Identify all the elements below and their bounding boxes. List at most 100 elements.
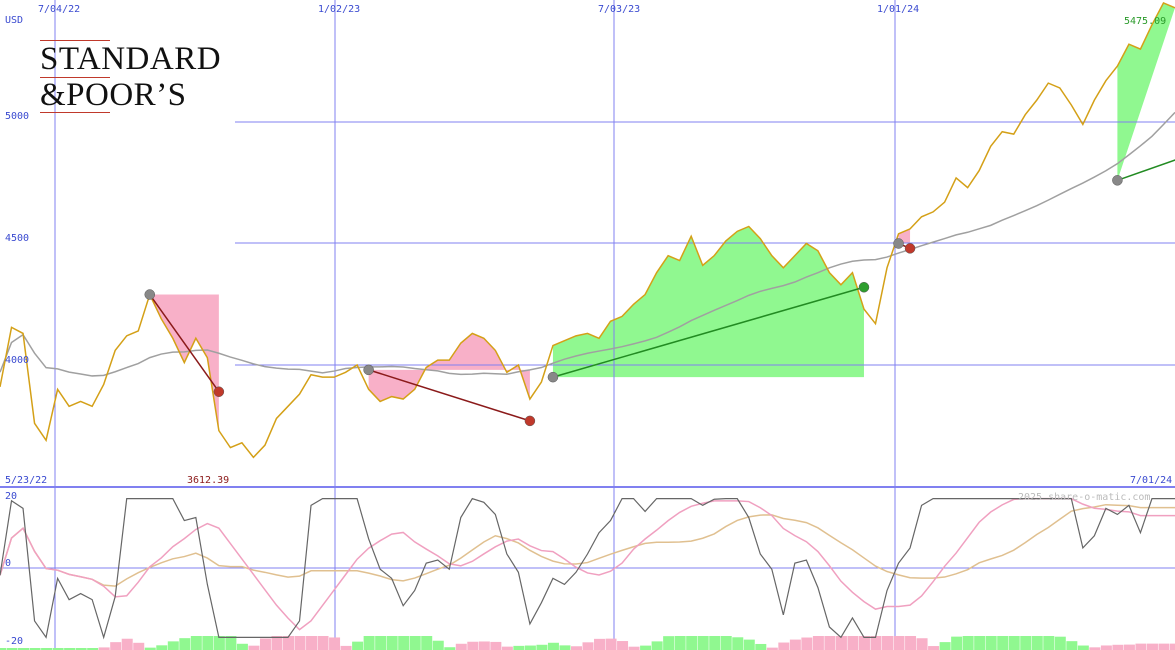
x-tick-label-bottom: 5/23/22 [5,475,47,486]
y-tick-label: 5000 [5,111,29,122]
osc-histogram-bar [663,636,675,650]
osc-histogram-bar [1146,643,1158,650]
osc-histogram-bar [1043,636,1055,650]
osc-histogram-bar [651,641,663,650]
osc-histogram-bar [617,641,629,650]
osc-histogram-bar [375,636,387,650]
osc-histogram-bar [640,645,652,650]
osc-histogram-bar [329,637,341,650]
osc-histogram-bar [686,636,698,650]
trend-marker [547,371,559,383]
osc-histogram-bar [1135,643,1147,650]
osc-histogram-bar [467,641,479,650]
logo-rule [40,40,110,41]
trend-marker [363,364,374,376]
osc-histogram-bar [1077,645,1089,650]
osc-histogram-bar [1112,644,1124,650]
osc-histogram-bar [121,638,133,650]
osc-histogram-bar [835,636,847,650]
osc-histogram-bar [951,636,963,650]
trend-marker [904,243,916,254]
osc-histogram-bar [870,636,882,650]
osc-histogram-bar [294,636,306,650]
trend-line [1117,159,1175,182]
osc-histogram-bar [29,648,41,650]
trend-marker [524,415,536,427]
osc-histogram-bar [1100,645,1112,650]
osc-histogram-bar [697,636,709,650]
osc-histogram-bar [997,636,1009,650]
osc-histogram-bar [628,646,640,650]
osc-histogram-bar [559,645,571,650]
osc-line [0,497,1175,640]
osc-histogram-bar [882,636,894,650]
watermark: 2025 share-o-matic.com [1018,492,1150,503]
x-tick-label-top: 7/04/22 [38,4,80,15]
osc-histogram-bar [409,636,421,650]
trend-fill [368,333,530,402]
osc-slow-line [0,503,1175,587]
osc-histogram-bar [1123,644,1135,650]
osc-histogram-bar [98,647,110,650]
osc-y-tick-label: -20 [5,636,23,647]
osc-histogram-bar [306,636,318,650]
osc-histogram-bar [490,641,502,650]
osc-histogram-bar [455,643,467,650]
osc-histogram-bar [421,636,433,650]
osc-histogram-bar [213,636,225,650]
logo-line-1: STANDARD [40,41,222,77]
osc-histogram-bar [110,642,122,650]
osc-fast-line [0,497,1175,631]
osc-histogram-bar [928,646,940,650]
osc-histogram-bar [916,638,928,650]
osc-histogram-bar [340,645,352,650]
moving-average-line [0,111,1175,377]
osc-histogram-bar [75,648,87,650]
osc-histogram-bar [962,636,974,650]
osc-histogram-bar [605,638,617,650]
osc-histogram-bar [720,636,732,650]
x-tick-label-top: 1/02/23 [318,4,360,15]
osc-histogram-bar [570,646,582,650]
trend-marker [1112,175,1123,186]
x-tick-label-top: 1/01/24 [877,4,919,15]
osc-histogram-bar [432,640,444,650]
trend-marker [893,238,904,249]
osc-histogram-bar [1066,641,1078,650]
osc-histogram-bar [225,636,237,650]
osc-histogram-bar [824,636,836,650]
osc-histogram-bar [41,648,53,650]
osc-histogram-bar [709,636,721,650]
osc-histogram-bar [812,636,824,650]
osc-histogram-bar [317,636,329,650]
osc-histogram-bar [282,636,294,650]
y-tick-label: 4500 [5,233,29,244]
osc-histogram-bar [801,637,813,650]
osc-histogram-bar [1020,636,1032,650]
osc-histogram-bar [1089,647,1101,650]
osc-histogram-bar [905,636,917,650]
logo-rule [40,112,110,113]
osc-histogram-bar [444,647,456,650]
osc-histogram-bar [179,638,191,650]
osc-histogram-bar [778,642,790,650]
osc-histogram-bar [18,648,30,650]
last-value-label: 5475.09 [1124,16,1166,27]
osc-histogram-bar [858,636,870,650]
osc-histogram-bar [789,639,801,650]
x-tick-label-top: 7/03/23 [598,4,640,15]
x-tick-label-bottom: 7/01/24 [1130,475,1172,486]
price-line [0,1,1175,459]
osc-histogram-bar [755,643,767,650]
osc-histogram-bar [743,639,755,650]
osc-histogram-bar [133,642,145,650]
trend-marker [858,281,870,293]
osc-histogram-bar [64,648,76,650]
osc-histogram-bar [352,641,364,650]
osc-histogram-bar [536,644,548,650]
osc-histogram-bar [1008,636,1020,650]
osc-histogram-bar [547,642,559,650]
osc-histogram-bar [732,637,744,650]
osc-histogram-bar [766,647,778,650]
